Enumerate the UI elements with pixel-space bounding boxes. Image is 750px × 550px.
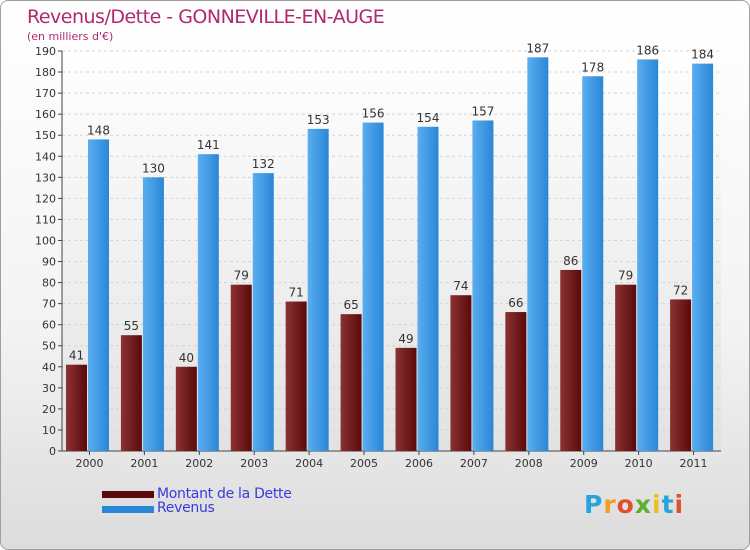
bar-revenus [362,122,384,451]
legend-swatch-revenus [102,506,154,513]
y-tick-label: 110 [35,213,56,226]
y-tick-label: 160 [35,108,56,121]
data-label: 74 [453,279,468,293]
data-label: 148 [87,123,110,137]
bar-revenus [417,126,439,451]
y-tick-label: 50 [42,340,56,353]
x-tick-label: 2008 [515,457,543,470]
bar-dette [395,347,417,451]
legend-label-dette: Montant de la Dette [157,486,292,502]
x-tick-label: 2006 [405,457,433,470]
data-labels: 41 148 55 130 40 141 79 132 71 153 65 156 49 154 74 157… [69,41,714,364]
axes: 0 10 20 30 40 50 60 70 80 90 100 110 120 130 140 150 160… [35,45,721,470]
bar-dette [615,284,637,451]
y-tick-label: 120 [35,192,56,205]
y-tick-label: 80 [42,277,56,290]
y-tick-label: 10 [42,424,56,437]
x-tick-label: 2000 [75,457,103,470]
data-label: 72 [673,283,688,297]
x-tick-label: 2002 [185,457,213,470]
y-tick-label: 30 [42,382,56,395]
data-label: 153 [307,113,330,127]
y-tick-label: 90 [42,256,56,269]
plot-area [62,51,721,451]
bar-dette [175,366,197,451]
data-label: 65 [343,298,358,312]
bar-revenus [307,128,329,451]
data-label: 178 [581,60,604,74]
data-label: 187 [526,41,549,55]
data-label: 55 [124,319,139,333]
bar-dette [285,301,307,451]
bar-revenus [472,120,494,451]
data-label: 186 [636,43,659,57]
x-tick-label: 2001 [130,457,158,470]
bar-revenus [252,173,274,451]
bar-dette [505,312,527,451]
data-label: 79 [234,269,249,283]
bar-revenus [527,57,549,451]
data-label: 66 [508,296,523,310]
y-tick-label: 190 [35,45,56,58]
data-label: 130 [142,161,165,175]
data-label: 40 [179,351,194,365]
data-label: 156 [362,107,385,121]
y-tick-label: 150 [35,129,56,142]
bars [66,57,714,452]
bar-revenus [582,76,604,452]
bar-dette [66,364,87,451]
bar-revenus [88,139,109,451]
bar-revenus [142,177,164,451]
y-tick-label: 70 [42,298,56,311]
bar-revenus [692,63,714,451]
y-tick-label: 130 [35,171,56,184]
grid-lines [62,50,721,431]
x-tick-label: 2009 [570,457,598,470]
data-label: 184 [691,48,714,62]
y-tick-label: 0 [49,445,56,458]
bar-dette [670,299,692,451]
bar-dette [450,295,472,451]
y-tick-label: 60 [42,319,56,332]
x-tick-label: 2010 [625,457,653,470]
data-label: 154 [417,111,440,125]
data-label: 49 [398,332,413,346]
y-tick-label: 100 [35,234,56,247]
chart-title: Revenus/Dette - GONNEVILLE-EN-AUGE [27,6,385,28]
data-label: 86 [563,254,578,268]
data-label: 141 [197,138,220,152]
data-label: 71 [289,286,304,300]
data-label: 79 [618,269,633,283]
bar-dette [560,269,582,451]
legend-swatch-dette [102,491,154,498]
x-tick-label: 2004 [295,457,323,470]
legend-label-revenus: Revenus [157,500,215,516]
y-tick-label: 140 [35,150,56,163]
x-tick-label: 2007 [460,457,488,470]
chart-subtitle: (en milliers d'€) [27,30,114,43]
y-tick-label: 40 [42,361,56,374]
bar-revenus [197,154,219,451]
x-tick-label: 2003 [240,457,268,470]
bar-dette [230,284,252,451]
proxiti-logo: Proxiti [584,490,685,519]
y-tick-label: 20 [42,403,56,416]
data-label: 41 [69,349,84,363]
x-tick-label: 2005 [350,457,378,470]
x-tick-label: 2011 [680,457,708,470]
data-label: 132 [252,157,275,171]
bar-dette [120,335,142,451]
bar-dette [340,314,362,451]
y-tick-label: 170 [35,87,56,100]
y-tick-label: 180 [35,66,56,79]
bar-revenus [637,59,659,451]
data-label: 157 [471,104,494,118]
